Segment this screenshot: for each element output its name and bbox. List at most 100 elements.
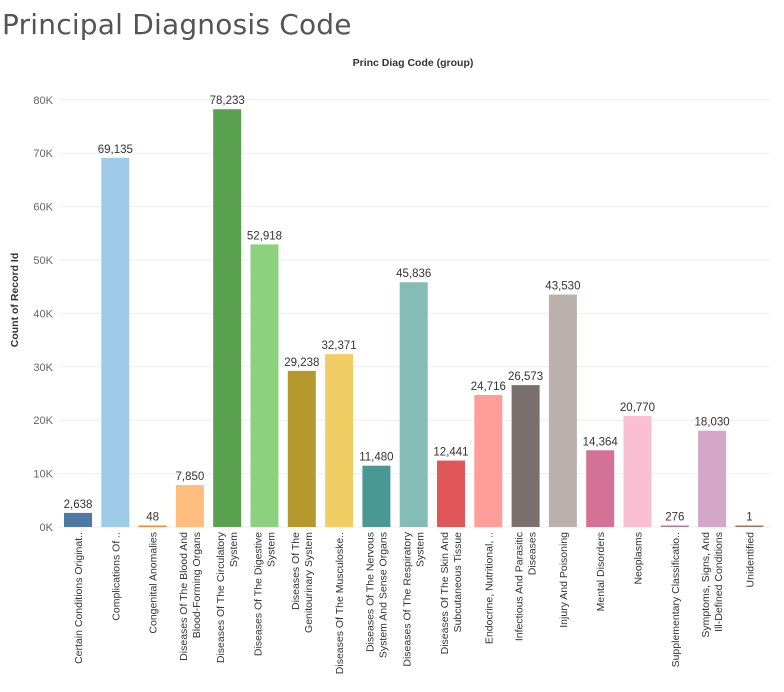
x-tick-label-line: Congenital Anomalies bbox=[148, 532, 160, 634]
x-tick-label-line: System bbox=[415, 532, 427, 567]
x-tick-label: Injury And Poisoning bbox=[558, 532, 570, 628]
x-tick-label: Diseases Of The Skin And Subcutaneous Tis… bbox=[439, 532, 464, 655]
x-tick-label-line: Diseases bbox=[527, 532, 539, 575]
x-tick-label-line: Unidentified bbox=[744, 532, 756, 588]
x-tick-label-line: Complications Of .. bbox=[110, 532, 122, 621]
data-label: 78,233 bbox=[210, 95, 245, 107]
x-tick-label-line: Genitourinary System bbox=[303, 532, 315, 633]
bar[interactable] bbox=[735, 525, 764, 528]
x-tick-label: Diseases Of The Genitourinary System bbox=[290, 532, 315, 633]
x-tick-label: Endocrine, Nutritional, .. bbox=[483, 532, 495, 644]
x-tick-label-line: Supplementary Classificatio.. bbox=[670, 532, 682, 667]
x-tick-label-line: Blood-Forming Organs bbox=[191, 532, 203, 638]
x-tick-label-line: Diseases Of The Digestive bbox=[253, 532, 265, 656]
x-tick-label-line: Ill-Defined Conditions bbox=[713, 532, 725, 632]
bar[interactable] bbox=[586, 450, 615, 527]
x-axis-categories: Certain Conditions Originat.. Complicatio… bbox=[73, 531, 756, 674]
x-tick-label-line: Endocrine, Nutritional, .. bbox=[483, 532, 495, 644]
x-tick-label-line: Neoplasms bbox=[633, 532, 645, 585]
x-tick-label: Symptoms, Signs, And Ill-Defined Conditio… bbox=[700, 532, 725, 638]
x-tick-label: Diseases Of The Circulatory System bbox=[215, 531, 240, 663]
bar[interactable] bbox=[287, 370, 316, 527]
bar[interactable] bbox=[101, 157, 130, 528]
y-tick-label: 60K bbox=[33, 202, 53, 214]
bar[interactable] bbox=[437, 460, 465, 527]
x-tick-label-line: Diseases Of The Musculoske.. bbox=[334, 532, 346, 674]
x-tick-label-line: Infectious And Parasitic bbox=[514, 532, 526, 641]
data-labels: 2,638 69,135 48 7,850 78,233 52,918 29,23832,3… bbox=[64, 95, 753, 523]
y-tick-label: 30K bbox=[33, 362, 53, 374]
bar[interactable] bbox=[213, 109, 242, 527]
y-tick-label: 20K bbox=[33, 415, 53, 427]
data-label: 14,364 bbox=[583, 436, 619, 448]
x-tick-label-line: Diseases Of The Skin And bbox=[439, 532, 451, 655]
y-tick-label: 50K bbox=[33, 255, 53, 267]
y-tick-label: 0K bbox=[40, 522, 54, 534]
data-label: 11,480 bbox=[359, 452, 393, 464]
data-label: 43,530 bbox=[545, 281, 580, 293]
x-tick-label: Diseases Of The Respiratory System bbox=[402, 531, 427, 666]
bar[interactable] bbox=[660, 525, 689, 528]
data-label: 18,030 bbox=[695, 417, 730, 429]
data-label: 24,716 bbox=[471, 381, 506, 393]
data-label: 1 bbox=[746, 512, 752, 524]
bar[interactable] bbox=[325, 354, 354, 527]
x-tick-label: Diseases Of The Blood And Blood-Forming O… bbox=[178, 532, 203, 661]
x-tick-label-line: Diseases Of The Circulatory bbox=[215, 531, 227, 663]
bar[interactable] bbox=[698, 430, 727, 527]
x-tick-label-line: Diseases Of The Nervous bbox=[364, 532, 376, 652]
x-tick-label-line: Diseases Of The bbox=[290, 532, 302, 610]
bar[interactable] bbox=[623, 416, 652, 527]
x-tick-label-line: Subcutaneous Tissue bbox=[452, 532, 464, 633]
y-tick-label: 70K bbox=[33, 148, 53, 160]
data-label: 26,573 bbox=[508, 371, 543, 383]
x-tick-label-line: Diseases Of The Respiratory bbox=[402, 531, 414, 666]
bar[interactable] bbox=[548, 294, 577, 527]
x-tick-label-line: Mental Disorders bbox=[595, 532, 607, 611]
x-tick-label: Congenital Anomalies bbox=[148, 532, 160, 634]
page-title: Principal Diagnosis Code bbox=[2, 8, 352, 41]
x-tick-label: Infectious And Parasitic Diseases bbox=[514, 532, 539, 641]
bar[interactable] bbox=[474, 395, 503, 527]
x-tick-label: Diseases Of The Musculoske.. bbox=[334, 532, 346, 674]
bar[interactable] bbox=[175, 485, 204, 527]
bars bbox=[64, 109, 764, 528]
x-tick-label: Unidentified bbox=[744, 532, 756, 588]
data-label: 276 bbox=[665, 512, 684, 524]
data-label: 69,135 bbox=[98, 144, 133, 156]
bar[interactable] bbox=[399, 282, 428, 527]
x-tick-label-line: System bbox=[228, 532, 240, 567]
bar[interactable] bbox=[138, 525, 167, 528]
y-axis-ticks: 0K 10K 20K 30K 40K 50K 60K 70K 80K bbox=[33, 95, 53, 534]
x-tick-label: Diseases Of The Digestive System bbox=[253, 532, 278, 656]
bar[interactable] bbox=[511, 385, 540, 527]
data-label: 7,850 bbox=[176, 471, 205, 483]
chart-header: Princ Diag Code (group) bbox=[353, 57, 474, 69]
data-label: 20,770 bbox=[620, 402, 655, 414]
data-label: 45,836 bbox=[396, 268, 431, 280]
x-tick-label-line: Injury And Poisoning bbox=[558, 532, 570, 628]
x-tick-label: Supplementary Classificatio.. bbox=[670, 532, 682, 667]
data-label: 32,371 bbox=[322, 340, 357, 352]
data-label: 48 bbox=[146, 512, 159, 524]
data-label: 29,238 bbox=[284, 357, 319, 369]
x-tick-label: Neoplasms bbox=[633, 532, 645, 585]
bar[interactable] bbox=[362, 465, 391, 527]
data-label: 2,638 bbox=[64, 499, 93, 511]
y-tick-label: 40K bbox=[33, 308, 53, 320]
x-tick-label-line: System bbox=[266, 532, 278, 567]
x-tick-label-line: Symptoms, Signs, And bbox=[700, 532, 712, 638]
bar[interactable] bbox=[64, 512, 92, 527]
bar[interactable] bbox=[250, 244, 279, 527]
x-tick-label-line: Certain Conditions Originat.. bbox=[73, 532, 85, 664]
x-tick-label: Certain Conditions Originat.. bbox=[73, 532, 85, 664]
y-axis-title: Count of Record Id bbox=[9, 253, 21, 348]
x-tick-label: Diseases Of The Nervous System And Sense … bbox=[364, 532, 389, 658]
y-tick-label: 80K bbox=[33, 95, 53, 107]
data-label: 52,918 bbox=[247, 230, 282, 242]
data-label: 12,441 bbox=[433, 447, 468, 459]
x-tick-label: Complications Of .. bbox=[110, 532, 122, 621]
x-tick-label-line: System And Sense Organs bbox=[377, 532, 389, 658]
x-tick-label: Mental Disorders bbox=[595, 532, 607, 611]
